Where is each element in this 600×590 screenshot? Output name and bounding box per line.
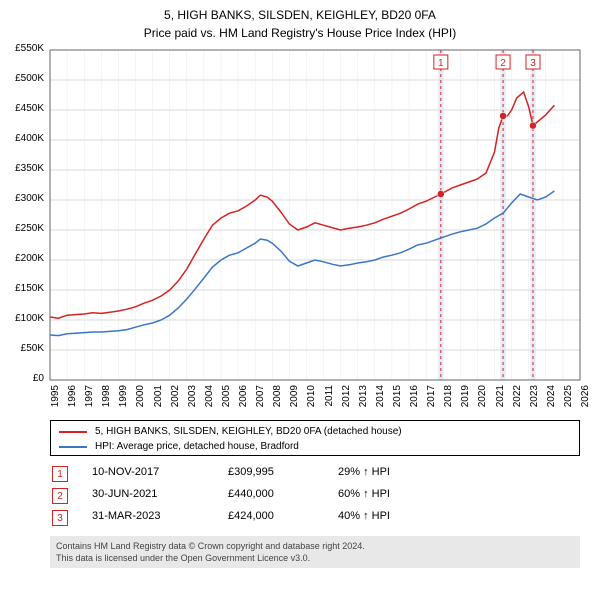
- x-tick-label: 2016: [409, 385, 420, 415]
- y-tick-label: £250K: [0, 223, 44, 234]
- y-tick-label: £350K: [0, 163, 44, 174]
- container: 5, HIGH BANKS, SILSDEN, KEIGHLEY, BD20 0…: [0, 0, 600, 590]
- x-tick-label: 2020: [477, 385, 488, 415]
- legend-swatch: [59, 446, 87, 448]
- x-tick-label: 2002: [170, 385, 181, 415]
- legend-box: 5, HIGH BANKS, SILSDEN, KEIGHLEY, BD20 0…: [50, 420, 580, 456]
- x-tick-label: 1998: [101, 385, 112, 415]
- title-line-1: 5, HIGH BANKS, SILSDEN, KEIGHLEY, BD20 0…: [0, 8, 600, 22]
- x-tick-label: 2024: [546, 385, 557, 415]
- sale-price: £440,000: [228, 488, 274, 500]
- y-tick-label: £400K: [0, 133, 44, 144]
- x-tick-label: 2001: [153, 385, 164, 415]
- y-tick-label: £300K: [0, 193, 44, 204]
- footer-box: Contains HM Land Registry data © Crown c…: [50, 536, 580, 568]
- title-line-2: Price paid vs. HM Land Registry's House …: [0, 26, 600, 40]
- legend-row: 5, HIGH BANKS, SILSDEN, KEIGHLEY, BD20 0…: [59, 424, 571, 439]
- svg-text:1: 1: [438, 58, 444, 69]
- sale-price: £424,000: [228, 510, 274, 522]
- x-tick-label: 1997: [84, 385, 95, 415]
- x-tick-label: 2008: [272, 385, 283, 415]
- x-tick-label: 2026: [580, 385, 591, 415]
- x-tick-label: 2009: [289, 385, 300, 415]
- x-tick-label: 2005: [221, 385, 232, 415]
- x-tick-label: 2019: [460, 385, 471, 415]
- x-tick-label: 2018: [443, 385, 454, 415]
- x-tick-label: 2004: [204, 385, 215, 415]
- footer-line-2: This data is licensed under the Open Gov…: [56, 552, 574, 564]
- sale-diff: 29% ↑ HPI: [338, 466, 390, 478]
- y-tick-label: £200K: [0, 253, 44, 264]
- x-tick-label: 2011: [324, 385, 335, 415]
- x-tick-label: 2006: [238, 385, 249, 415]
- x-tick-label: 1999: [118, 385, 129, 415]
- legend-label: HPI: Average price, detached house, Brad…: [95, 441, 299, 452]
- sale-marker: 1: [52, 466, 68, 482]
- x-tick-label: 2015: [392, 385, 403, 415]
- legend-label: 5, HIGH BANKS, SILSDEN, KEIGHLEY, BD20 0…: [95, 426, 402, 437]
- x-tick-label: 1995: [50, 385, 61, 415]
- x-tick-label: 2012: [341, 385, 352, 415]
- svg-text:2: 2: [500, 58, 506, 69]
- sale-diff: 60% ↑ HPI: [338, 488, 390, 500]
- x-tick-label: 2021: [495, 385, 506, 415]
- sale-marker: 3: [52, 510, 68, 526]
- y-tick-label: £50K: [0, 343, 44, 354]
- footer-line-1: Contains HM Land Registry data © Crown c…: [56, 540, 574, 552]
- x-tick-label: 2017: [426, 385, 437, 415]
- x-tick-label: 2014: [375, 385, 386, 415]
- y-tick-label: £100K: [0, 313, 44, 324]
- chart-svg: 1 2 3: [49, 49, 581, 381]
- sale-diff: 40% ↑ HPI: [338, 510, 390, 522]
- y-tick-label: £500K: [0, 73, 44, 84]
- y-tick-label: £450K: [0, 103, 44, 114]
- y-tick-label: £550K: [0, 43, 44, 54]
- sale-marker: 2: [52, 488, 68, 504]
- x-tick-label: 2023: [529, 385, 540, 415]
- svg-text:3: 3: [530, 58, 536, 69]
- x-tick-label: 2022: [512, 385, 523, 415]
- x-tick-label: 2000: [135, 385, 146, 415]
- sale-date: 10-NOV-2017: [92, 466, 159, 478]
- sale-price: £309,995: [228, 466, 274, 478]
- x-tick-label: 2025: [563, 385, 574, 415]
- x-tick-label: 1996: [67, 385, 78, 415]
- sale-date: 31-MAR-2023: [92, 510, 160, 522]
- legend-swatch: [59, 431, 87, 433]
- sale-date: 30-JUN-2021: [92, 488, 157, 500]
- y-tick-label: £0: [0, 373, 44, 384]
- legend-row: HPI: Average price, detached house, Brad…: [59, 439, 571, 454]
- x-tick-label: 2010: [306, 385, 317, 415]
- y-tick-label: £150K: [0, 283, 44, 294]
- x-tick-label: 2003: [187, 385, 198, 415]
- x-tick-label: 2013: [358, 385, 369, 415]
- x-tick-label: 2007: [255, 385, 266, 415]
